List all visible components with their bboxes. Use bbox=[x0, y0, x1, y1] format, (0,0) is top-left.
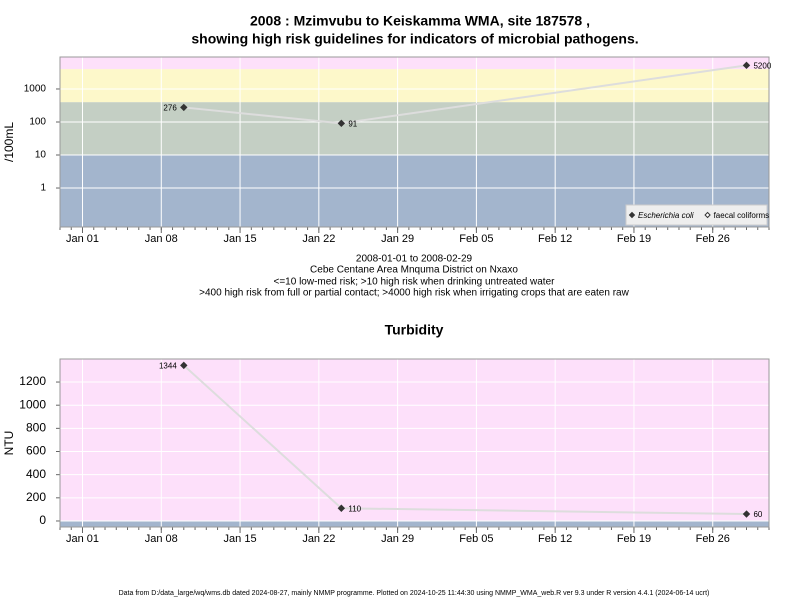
y-tick-label: 0 bbox=[39, 513, 46, 527]
x-tick-label: Jan 22 bbox=[302, 533, 335, 545]
plot-frame bbox=[59, 56, 770, 228]
data-point bbox=[180, 103, 188, 112]
data-label: 276 bbox=[163, 104, 177, 113]
note: Cebe Centane Area Mnquma District on Nxa… bbox=[310, 265, 518, 276]
data-label: 5200 bbox=[753, 61, 771, 70]
data-point bbox=[337, 504, 346, 512]
x-tick-label: Jan 01 bbox=[66, 533, 99, 545]
data-label: 1344 bbox=[159, 361, 177, 370]
chart-title: 2008 : Mzimvubu to Keiskamma WMA, site 1… bbox=[250, 13, 590, 29]
x-tick-label: Jan 08 bbox=[145, 533, 178, 545]
x-tick-label: Feb 19 bbox=[617, 233, 651, 245]
x-tick-label: Jan 15 bbox=[224, 233, 257, 245]
note: >400 high risk from full or partial cont… bbox=[199, 288, 629, 299]
data-point bbox=[337, 119, 346, 128]
data-label: 91 bbox=[348, 119, 357, 128]
data-point bbox=[180, 361, 188, 370]
x-tick-label: Jan 08 bbox=[145, 233, 178, 245]
legend-box bbox=[625, 204, 768, 226]
legend-label: faecal coliforms bbox=[714, 211, 770, 220]
y-tick-label: 100 bbox=[29, 117, 46, 128]
y-tick-label: 10 bbox=[35, 150, 47, 161]
chart-title: showing high risk guidelines for indicat… bbox=[191, 31, 638, 47]
y-axis-label: /100mL bbox=[2, 122, 16, 162]
y-tick-label: 600 bbox=[26, 444, 46, 458]
legend-marker bbox=[628, 211, 636, 219]
note: <=10 low-med risk; >10 high risk when dr… bbox=[274, 277, 556, 288]
x-tick-label: Feb 12 bbox=[538, 233, 572, 245]
x-tick-label: Feb 12 bbox=[538, 533, 572, 545]
y-tick-label: 1000 bbox=[24, 84, 47, 95]
y-axis-label: NTU bbox=[2, 431, 16, 456]
x-tick-label: Jan 01 bbox=[66, 233, 99, 245]
y-tick-label: 200 bbox=[26, 490, 46, 504]
chart-title: Turbidity bbox=[385, 322, 444, 338]
x-tick-label: Jan 29 bbox=[381, 233, 414, 245]
legend: Escherichia coli faecal coliforms bbox=[625, 204, 770, 226]
note: 2008-01-01 to 2008-02-29 bbox=[356, 254, 473, 265]
data-label: 110 bbox=[348, 504, 361, 513]
y-tick-label: 400 bbox=[26, 467, 46, 481]
x-tick-label: Feb 05 bbox=[459, 233, 493, 245]
x-tick-label: Feb 26 bbox=[696, 533, 730, 545]
x-tick-label: Jan 22 bbox=[302, 233, 335, 245]
legend-marker bbox=[704, 211, 711, 219]
risk-band bbox=[60, 69, 769, 103]
data-point bbox=[742, 61, 751, 70]
y-tick-label: 800 bbox=[26, 421, 46, 435]
plot-frame bbox=[59, 358, 770, 528]
footer: Data from D:/data_large/wq/wms.db dated … bbox=[119, 590, 710, 597]
risk-band bbox=[60, 520, 769, 527]
legend-label: Escherichia coli bbox=[638, 211, 694, 220]
y-tick-label: 1200 bbox=[19, 374, 46, 388]
x-tick-label: Feb 05 bbox=[459, 533, 493, 545]
y-tick-label: 1000 bbox=[19, 397, 46, 411]
x-tick-label: Feb 19 bbox=[617, 533, 651, 545]
data-point bbox=[742, 510, 751, 518]
x-tick-label: Jan 29 bbox=[381, 533, 414, 545]
y-tick-label: 1 bbox=[40, 183, 46, 194]
x-tick-label: Feb 26 bbox=[696, 233, 730, 245]
risk-band bbox=[60, 359, 769, 521]
risk-band bbox=[60, 102, 769, 156]
x-tick-label: Jan 15 bbox=[224, 533, 257, 545]
risk-band bbox=[60, 57, 769, 70]
data-label: 60 bbox=[753, 510, 762, 519]
